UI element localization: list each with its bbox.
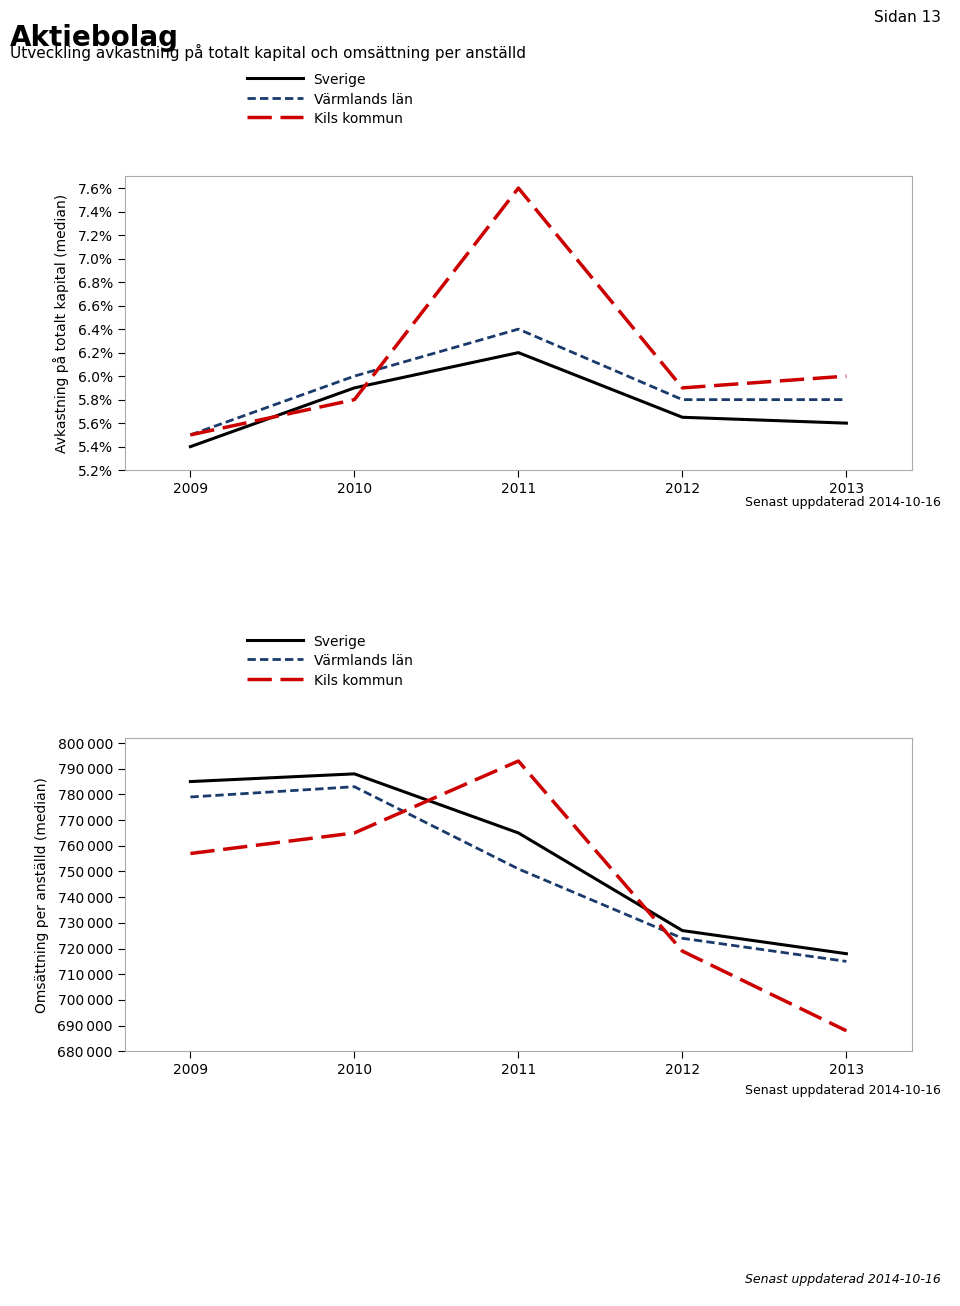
Y-axis label: Avkastning på totalt kapital (median): Avkastning på totalt kapital (median)	[54, 193, 69, 453]
Y-axis label: Omsättning per anställd (median): Omsättning per anställd (median)	[36, 777, 49, 1012]
Legend: Sverige, Värmlands län, Kils kommun: Sverige, Värmlands län, Kils kommun	[247, 72, 413, 127]
Text: Utveckling avkastning på totalt kapital och omsättning per anställd: Utveckling avkastning på totalt kapital …	[10, 44, 526, 61]
Text: Senast uppdaterad 2014-10-16: Senast uppdaterad 2014-10-16	[745, 1084, 941, 1097]
Text: Senast uppdaterad 2014-10-16: Senast uppdaterad 2014-10-16	[745, 1273, 941, 1286]
Text: Sidan 13: Sidan 13	[874, 10, 941, 25]
Text: Aktiebolag: Aktiebolag	[10, 24, 179, 51]
Text: Senast uppdaterad 2014-10-16: Senast uppdaterad 2014-10-16	[745, 496, 941, 509]
Legend: Sverige, Värmlands län, Kils kommun: Sverige, Värmlands län, Kils kommun	[247, 633, 413, 688]
